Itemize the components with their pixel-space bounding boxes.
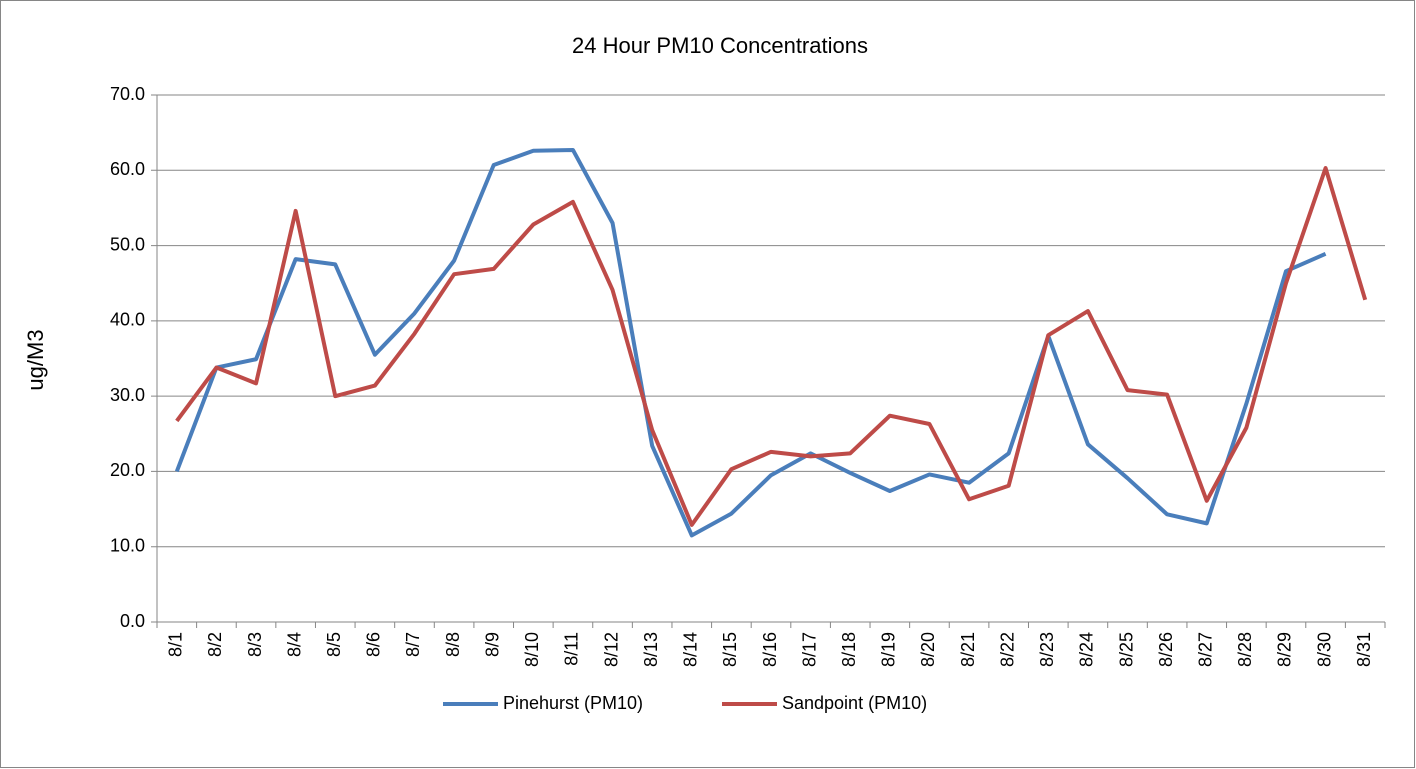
x-tick-label: 8/13 — [641, 632, 661, 667]
x-tick-label: 8/2 — [205, 632, 225, 657]
x-tick-label: 8/5 — [324, 632, 344, 657]
x-tick-label: 8/7 — [403, 632, 423, 657]
x-tick-label: 8/28 — [1235, 632, 1255, 667]
y-tick-label: 60.0 — [110, 159, 145, 179]
x-tick-label: 8/1 — [166, 632, 186, 657]
x-tick-label: 8/21 — [958, 632, 978, 667]
x-tick-label: 8/22 — [997, 632, 1017, 667]
x-tick-label: 8/30 — [1314, 632, 1334, 667]
y-tick-label: 20.0 — [110, 460, 145, 480]
chart-title: 24 Hour PM10 Concentrations — [572, 33, 868, 58]
x-tick-label: 8/19 — [879, 632, 899, 667]
y-tick-label: 70.0 — [110, 84, 145, 104]
x-tick-label: 8/29 — [1275, 632, 1295, 667]
x-tick-label: 8/20 — [918, 632, 938, 667]
x-tick-label: 8/11 — [562, 632, 582, 666]
y-tick-label: 0.0 — [120, 611, 145, 631]
data-line — [174, 147, 1327, 538]
x-tick-label: 8/12 — [601, 632, 621, 667]
y-tick-label: 50.0 — [110, 234, 145, 254]
x-tick-label: 8/23 — [1037, 632, 1057, 667]
legend-label: Sandpoint (PM10) — [782, 693, 927, 713]
data-line — [175, 166, 1368, 527]
y-tick-label: 40.0 — [110, 310, 145, 330]
x-tick-label: 8/15 — [720, 632, 740, 667]
legend-label: Pinehurst (PM10) — [503, 693, 643, 713]
x-tick-label: 8/14 — [681, 632, 701, 667]
x-tick-label: 8/16 — [760, 632, 780, 667]
x-tick-label: 8/26 — [1156, 632, 1176, 667]
x-tick-label: 8/4 — [284, 632, 304, 657]
x-tick-label: 8/17 — [799, 632, 819, 667]
x-tick-label: 8/24 — [1077, 632, 1097, 667]
x-tick-label: 8/27 — [1195, 632, 1215, 667]
x-tick-label: 8/10 — [522, 632, 542, 667]
y-axis-label: ug/M3 — [23, 329, 48, 390]
x-tick-label: 8/6 — [364, 632, 384, 657]
x-tick-label: 8/25 — [1116, 632, 1136, 667]
x-tick-label: 8/3 — [245, 632, 265, 657]
x-tick-label: 8/8 — [443, 632, 463, 657]
x-tick-label: 8/18 — [839, 632, 859, 667]
y-tick-label: 30.0 — [110, 385, 145, 405]
x-tick-label: 8/31 — [1354, 632, 1374, 667]
x-tick-label: 8/9 — [482, 632, 502, 657]
y-tick-label: 10.0 — [110, 535, 145, 555]
